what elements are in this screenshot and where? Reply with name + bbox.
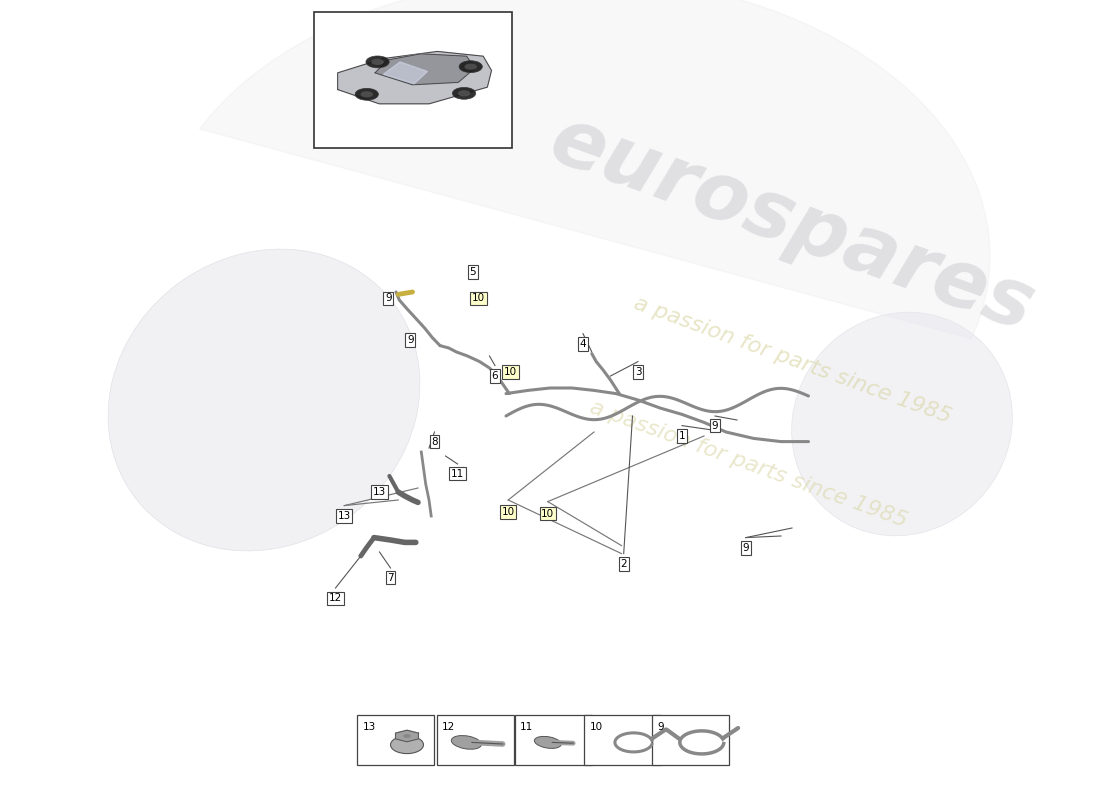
Ellipse shape	[355, 88, 378, 100]
Polygon shape	[375, 54, 475, 85]
Text: 8: 8	[431, 437, 438, 446]
Text: 10: 10	[472, 294, 485, 303]
Ellipse shape	[372, 59, 384, 65]
Text: 9: 9	[407, 335, 414, 345]
Ellipse shape	[464, 63, 477, 70]
Text: 3: 3	[635, 367, 641, 377]
Ellipse shape	[535, 737, 561, 748]
Text: 12: 12	[329, 594, 342, 603]
Text: 12: 12	[442, 722, 455, 731]
Ellipse shape	[459, 61, 483, 73]
Text: a passion for parts since 1985: a passion for parts since 1985	[586, 397, 910, 531]
Text: 13: 13	[363, 722, 376, 731]
Text: 4: 4	[580, 339, 586, 349]
Bar	[584, 715, 661, 765]
Text: a passion for parts since 1985: a passion for parts since 1985	[630, 293, 954, 427]
Text: 6: 6	[492, 371, 498, 381]
Ellipse shape	[452, 87, 475, 99]
Polygon shape	[384, 62, 428, 84]
Ellipse shape	[108, 249, 420, 551]
Text: 10: 10	[590, 722, 603, 731]
Ellipse shape	[366, 56, 389, 68]
Bar	[314, 12, 512, 148]
Text: 9: 9	[742, 543, 749, 553]
Text: 7: 7	[387, 573, 394, 582]
Polygon shape	[396, 730, 418, 742]
Text: 10: 10	[541, 509, 554, 518]
Ellipse shape	[458, 90, 471, 97]
Text: 9: 9	[658, 722, 664, 731]
Text: 5: 5	[470, 267, 476, 277]
Ellipse shape	[390, 736, 424, 754]
Polygon shape	[338, 51, 492, 104]
Bar	[515, 715, 592, 765]
Text: 11: 11	[520, 722, 534, 731]
Text: 9: 9	[385, 294, 392, 303]
Text: 1: 1	[679, 431, 685, 441]
Text: 9: 9	[712, 421, 718, 430]
Bar	[652, 715, 729, 765]
Ellipse shape	[451, 735, 482, 750]
Text: 13: 13	[373, 487, 386, 497]
Text: 10: 10	[502, 507, 515, 517]
Polygon shape	[199, 0, 990, 338]
Ellipse shape	[403, 734, 411, 738]
Text: 2: 2	[620, 559, 627, 569]
Text: 10: 10	[504, 367, 517, 377]
Text: 11: 11	[451, 469, 464, 478]
Ellipse shape	[792, 312, 1012, 536]
Text: eurospares: eurospares	[539, 100, 1045, 348]
Bar	[437, 715, 514, 765]
Bar	[358, 715, 434, 765]
Text: 13: 13	[338, 511, 351, 521]
Ellipse shape	[361, 91, 373, 98]
